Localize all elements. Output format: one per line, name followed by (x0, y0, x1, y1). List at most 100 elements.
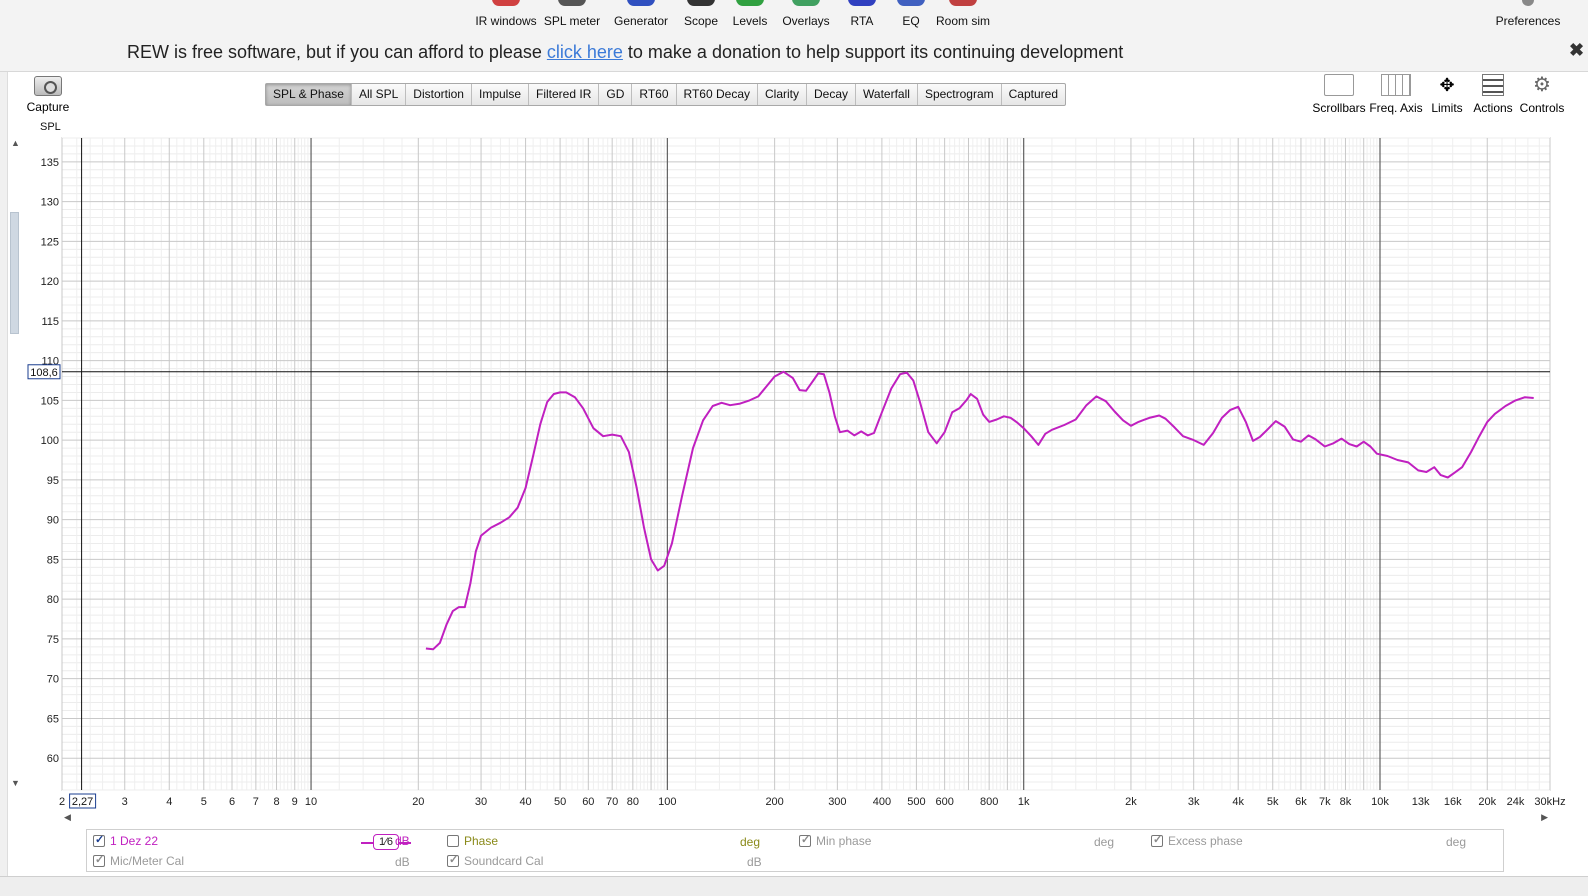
spl-graph[interactable]: 60 65 70 75 80 85 90 95 100 105 110 115 120 125 130 135… (0, 136, 1588, 816)
x-tick-label: 7k (1319, 796, 1331, 808)
tab-clarity[interactable]: Clarity (758, 84, 808, 105)
excess-phase-checkbox[interactable] (1151, 833, 1163, 847)
x-tick-label: 300 (828, 796, 846, 808)
wrench-icon (1522, 0, 1534, 6)
tab-filtered-ir[interactable]: Filtered IR (529, 84, 600, 105)
scroll-up-icon[interactable]: ▲ (11, 138, 20, 148)
controls-button[interactable]: ⚙ Controls (1510, 72, 1574, 118)
toolbar-levels-button[interactable]: Levels (710, 0, 790, 32)
toolbar-eq-button[interactable]: EQ (871, 0, 951, 32)
status-bar (0, 876, 1588, 896)
vertical-scrollbar[interactable]: ▲ ▼ (9, 138, 21, 790)
rta-icon (848, 0, 876, 6)
tab-all-spl[interactable]: All SPL (352, 84, 407, 105)
y-tick-label: 70 (47, 674, 59, 686)
actions-icon (1482, 74, 1504, 96)
scroll-left-icon[interactable]: ◀ (64, 812, 71, 822)
x-tick-label: 500 (907, 796, 925, 808)
tab-rt60-decay[interactable]: RT60 Decay (677, 84, 758, 105)
soundcard-cal-checkbox[interactable] (447, 853, 459, 867)
x-tick-label: 16k (1444, 796, 1462, 808)
levels-icon (736, 0, 764, 6)
x-tick-label: 6k (1295, 796, 1307, 808)
toolbar-rta-button[interactable]: RTA (822, 0, 902, 32)
x-tick-label: 5k (1267, 796, 1279, 808)
legend-mic-cal[interactable]: Mic/Meter Cal (93, 853, 184, 868)
capture-button[interactable]: Capture (20, 72, 76, 118)
cursor-y-readout-box (27, 364, 61, 380)
spl-graph-canvas[interactable]: 6065707580859095100105110115120125130135… (0, 136, 1588, 816)
trace-visible-checkbox[interactable] (93, 833, 105, 847)
scroll-down-icon[interactable]: ▼ (11, 778, 20, 788)
y-tick-label: 125 (41, 236, 59, 248)
y-tick-label: 115 (41, 316, 59, 328)
scrollbars-button[interactable]: Scrollbars (1307, 72, 1371, 118)
legend-phase[interactable]: Phase (447, 834, 498, 848)
tab-gd[interactable]: GD (599, 84, 633, 105)
tab-impulse[interactable]: Impulse (472, 84, 530, 105)
x-tick-label: 3 (122, 796, 128, 808)
toolbar-label: Room sim (935, 14, 990, 28)
preferences-button[interactable]: Preferences (1488, 0, 1568, 32)
toolbar-scope-button[interactable]: Scope (661, 0, 741, 32)
limits-button[interactable]: ✥ Limits (1415, 72, 1479, 118)
legend-trace-1dez22[interactable]: 1 Dez 22 (93, 833, 158, 848)
eq-icon (897, 0, 925, 6)
donation-link[interactable]: click here (546, 42, 623, 62)
toolbar-generator-button[interactable]: Generator (601, 0, 681, 32)
x-tick-label: 2 (59, 796, 65, 808)
toolbar-ir-windows-button[interactable]: IR windows (466, 0, 546, 32)
vertical-scroll-thumb[interactable] (10, 212, 19, 334)
min-phase-checkbox[interactable] (799, 833, 811, 847)
legend-soundcard-cal[interactable]: Soundcard Cal (447, 853, 543, 868)
tab-waterfall[interactable]: Waterfall (856, 84, 918, 105)
toolbar-room-sim-button[interactable]: Room sim (923, 0, 1003, 32)
excess-phase-unit: deg (1446, 835, 1467, 849)
close-banner-icon[interactable]: ✖ (1569, 40, 1585, 60)
main-toolbar: IR windows SPL meter Generator Scope Levels O… (0, 0, 1588, 32)
toolbar-label: SPL meter (543, 14, 601, 28)
x-tick-label: 70 (606, 796, 618, 808)
horizontal-scrollbar[interactable]: ◀ ▶ (62, 812, 1550, 824)
donation-text: REW is free software, but if you can aff… (127, 42, 1124, 62)
toolbar-label: RTA (850, 14, 874, 28)
x-tick-label: 20k (1478, 796, 1496, 808)
controls-icon: ⚙ (1533, 74, 1551, 96)
tool-label: Freq. Axis (1369, 101, 1423, 115)
legend-excess-phase[interactable]: Excess phase (1151, 833, 1243, 848)
scroll-right-icon[interactable]: ▶ (1541, 812, 1548, 822)
phase-checkbox[interactable] (447, 835, 459, 847)
toolbar-overlays-button[interactable]: Overlays (766, 0, 846, 32)
y-tick-label: 95 (47, 475, 59, 487)
mic-cal-checkbox[interactable] (93, 853, 105, 867)
x-tick-label: 8 (273, 796, 279, 808)
tab-captured[interactable]: Captured (1008, 87, 1059, 101)
toolbar-spl-meter-button[interactable]: SPL meter (532, 0, 612, 32)
x-tick-label: 9 (292, 796, 298, 808)
y-tick-label: 135 (41, 157, 59, 169)
actions-button[interactable]: Actions (1461, 72, 1525, 118)
smoothing-indicator[interactable]: 1⁄6 (361, 834, 411, 850)
y-tick-label: 85 (47, 554, 59, 566)
donation-banner: REW is free software, but if you can aff… (0, 32, 1588, 72)
x-tick-label: 4 (166, 796, 172, 808)
x-tick-label: 7 (253, 796, 259, 808)
freq-axis-button[interactable]: Freq. Axis (1364, 72, 1428, 118)
x-tick-label: 50 (554, 796, 566, 808)
tab-decay[interactable]: Decay (807, 84, 857, 105)
x-tick-label: 80 (627, 796, 639, 808)
tab-distortion[interactable]: Distortion (406, 84, 472, 105)
cursor-x-readout: 2,27 (72, 796, 93, 808)
tab-rt60[interactable]: RT60 (632, 84, 677, 105)
tab-spl-phase[interactable]: SPL & Phase (266, 84, 352, 105)
left-edge-strip (0, 72, 8, 882)
y-tick-label: 75 (47, 634, 59, 646)
x-tick-label: 400 (873, 796, 891, 808)
toolbar-label: IR windows (475, 14, 537, 28)
x-tick-label: 8k (1340, 796, 1352, 808)
smoothing-value: 1⁄6 (373, 834, 399, 850)
legend-min-phase[interactable]: Min phase (799, 833, 871, 848)
series-line-1-dez-22 (425, 370, 1534, 651)
camera-icon (34, 76, 62, 96)
tab-spectrogram[interactable]: Spectrogram (918, 84, 1002, 105)
